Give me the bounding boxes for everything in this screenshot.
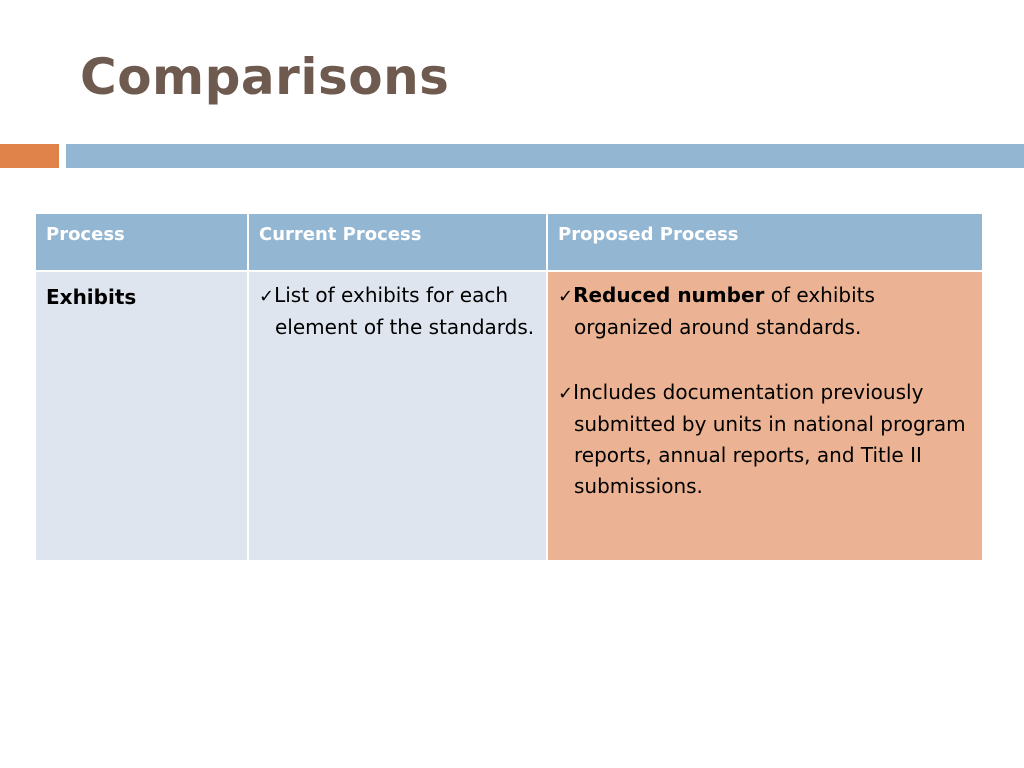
proposed-process-cell: ✓Reduced number of exhibits organized ar… — [546, 270, 984, 562]
comparison-table: Process Current Process Proposed Process… — [34, 212, 984, 562]
proposed-bullet-text: of exhibits organized around standards. — [574, 283, 875, 339]
header-current-process: Current Process — [247, 212, 548, 272]
check-icon: ✓ — [259, 286, 275, 307]
title-rule-accent — [0, 144, 59, 168]
proposed-bullet-text: Includes documentation previously submit… — [573, 380, 966, 498]
proposed-bullet-emphasis: Reduced number — [573, 283, 765, 307]
check-icon: ✓ — [558, 383, 574, 404]
title-rule-bar — [66, 144, 1024, 168]
header-process: Process — [34, 212, 249, 272]
current-bullet-text: List of exhibits for each element of the… — [274, 283, 535, 339]
check-icon: ✓ — [558, 286, 574, 307]
row-label-exhibits: Exhibits — [34, 270, 249, 562]
slide-title: Comparisons — [80, 48, 450, 106]
proposed-bullet: ✓Includes documentation previously submi… — [558, 377, 972, 502]
proposed-bullet: ✓Reduced number of exhibits organized ar… — [558, 280, 972, 343]
current-bullet: ✓List of exhibits for each element of th… — [259, 280, 536, 343]
header-proposed-process: Proposed Process — [546, 212, 984, 272]
table-header-row: Process Current Process Proposed Process — [34, 212, 984, 272]
current-process-cell: ✓List of exhibits for each element of th… — [247, 270, 548, 562]
table-row: Exhibits ✓List of exhibits for each elem… — [34, 270, 984, 562]
